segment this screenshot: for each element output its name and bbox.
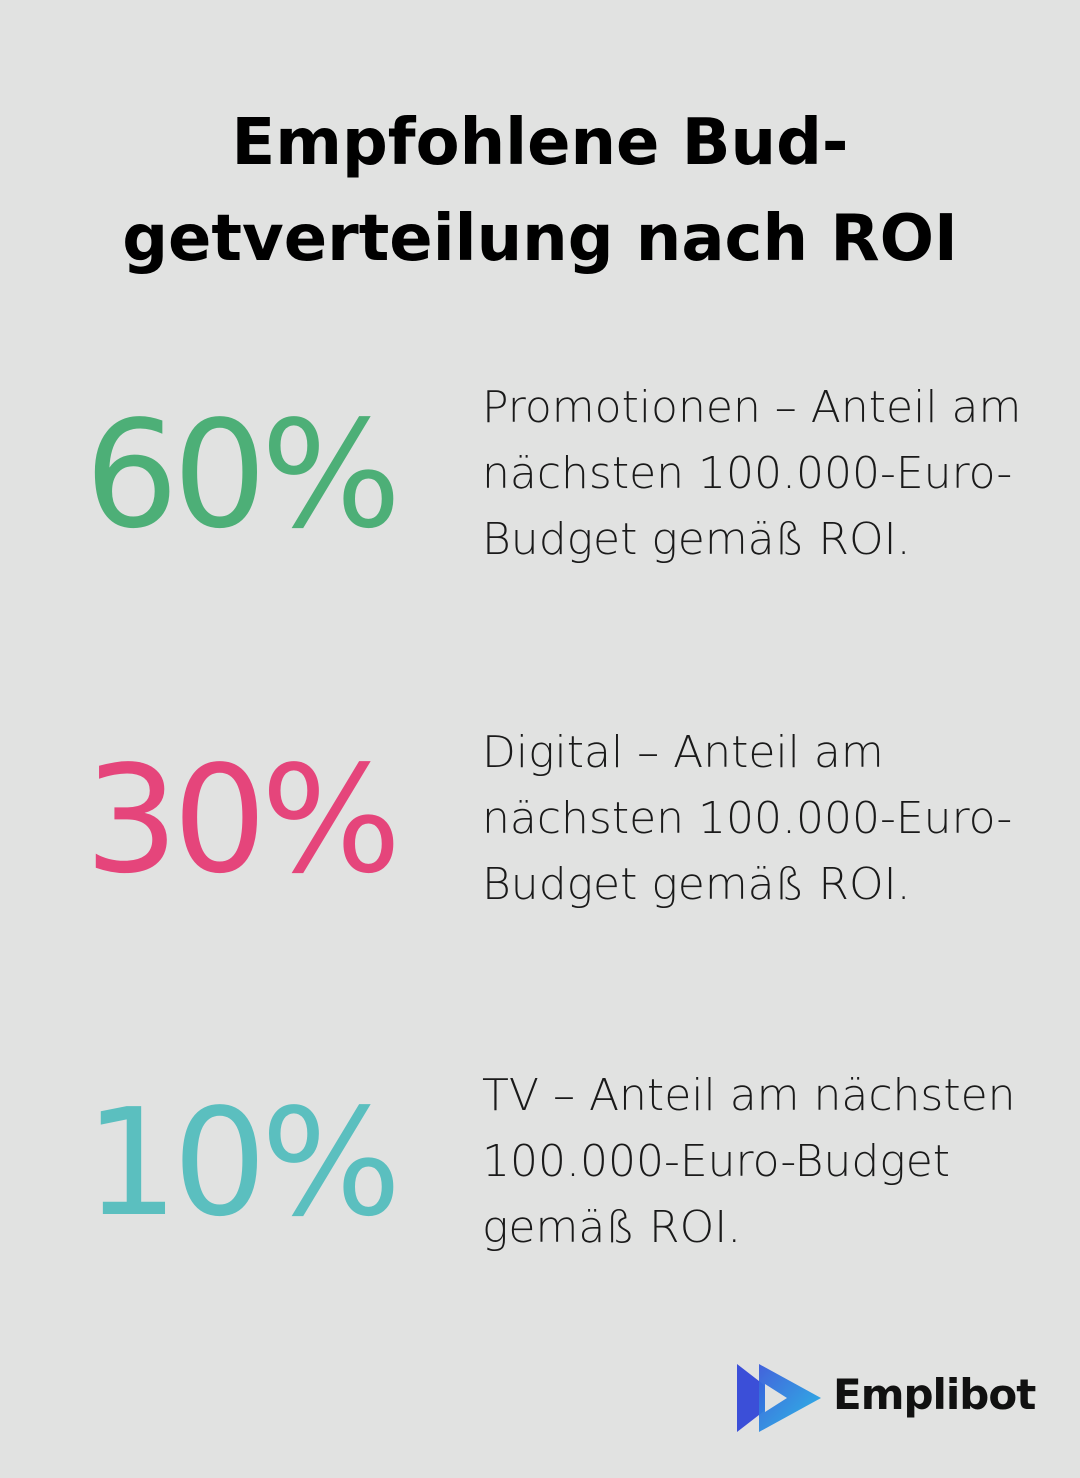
logo-icon bbox=[737, 1364, 821, 1432]
stat-description: TV – Anteil am nächsten 100.000-Euro-Bud… bbox=[482, 1070, 1016, 1253]
stat-row: 10% TV – Anteil am nächsten 100.000-Euro-… bbox=[0, 1063, 1080, 1343]
title: Empfohlene Bud- getverteilung nach ROI bbox=[0, 95, 1080, 287]
stat-value: 10% bbox=[84, 1077, 402, 1249]
stat-row: 60% Promotionen – Anteil am nächsten 100.… bbox=[0, 375, 1080, 655]
stat-description: Digital – Anteil am nächsten 100.000-Eur… bbox=[482, 727, 1013, 910]
stat-description: Promotionen – Anteil am nächsten 100.000… bbox=[482, 382, 1022, 565]
title-line: Empfohlene Bud- bbox=[231, 106, 849, 180]
stat-row: 30% Digital – Anteil am nächsten 100.000-… bbox=[0, 720, 1080, 1000]
stat-value: 60% bbox=[84, 389, 402, 561]
title-line: getverteilung nach ROI bbox=[122, 202, 958, 276]
brand-name: Emplibot bbox=[833, 1370, 1036, 1419]
stat-value: 30% bbox=[84, 734, 402, 906]
